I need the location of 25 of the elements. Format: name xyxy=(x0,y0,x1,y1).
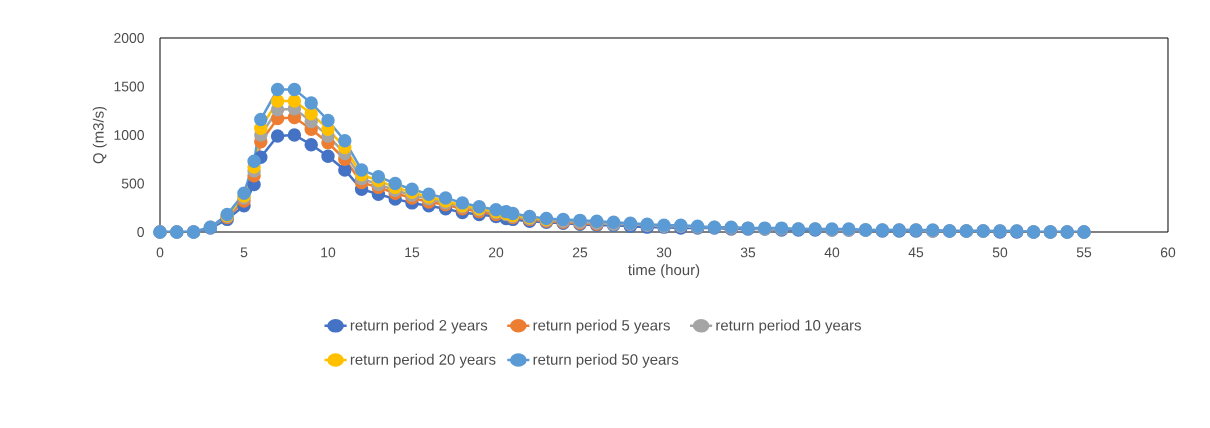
y-tick-label: 0 xyxy=(137,227,144,237)
x-axis-title: time (hour) xyxy=(628,264,700,279)
x-tick-label: 60 xyxy=(1160,247,1176,258)
x-tick-label: 40 xyxy=(824,247,840,258)
x-tick-label: 35 xyxy=(740,247,756,258)
x-tick-label: 20 xyxy=(488,247,504,258)
x-tick-label: 25 xyxy=(572,247,588,258)
legend-label: return period 10 years xyxy=(716,319,861,334)
x-tick-label: 15 xyxy=(405,247,420,258)
y-tick-label: 1500 xyxy=(114,81,144,92)
x-tick-label: 0 xyxy=(156,247,164,258)
legend-label: return period 50 years xyxy=(533,353,679,368)
legend-label: return period 20 years xyxy=(350,353,496,368)
y-tick-label: 1000 xyxy=(114,130,144,140)
x-tick-label: 50 xyxy=(992,247,1008,258)
y-tick-label: 2000 xyxy=(114,33,144,43)
y-tick-label: 500 xyxy=(121,178,144,189)
x-tick-label: 30 xyxy=(656,247,672,258)
x-tick-label: 10 xyxy=(321,247,336,258)
x-tick-label: 5 xyxy=(240,247,248,258)
legend-label: return period 5 years xyxy=(533,319,670,334)
y-axis-title: Q (m3/s) xyxy=(92,106,107,164)
legend-label: return period 2 years xyxy=(350,319,488,334)
x-tick-label: 45 xyxy=(908,247,924,258)
x-tick-label: 55 xyxy=(1076,247,1092,258)
